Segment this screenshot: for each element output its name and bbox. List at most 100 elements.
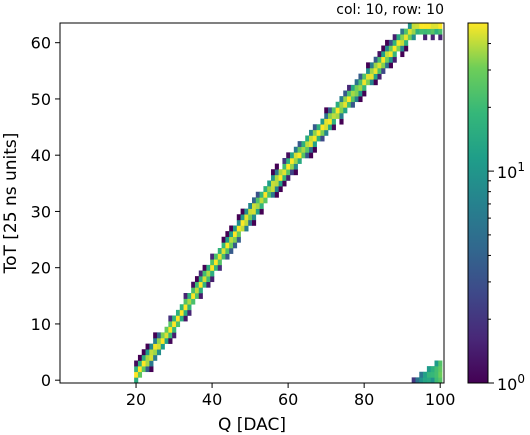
heatmap-cell [145,366,150,373]
colorbar-tick-label: 101 [497,160,525,182]
heatmap-cell [328,107,333,114]
heatmap-cell [335,113,340,119]
heatmap-cell [229,242,234,249]
heatmap-cell [423,377,428,384]
heatmap-cell [305,146,310,153]
heatmap-cell [324,124,329,131]
heatmap-cell [324,113,329,119]
heatmap-cell [168,321,173,328]
heatmap-cell [194,293,200,299]
heatmap-cell [430,23,435,29]
heatmap-cell [293,163,298,170]
heatmap-cell [419,371,424,378]
heatmap-cell [423,23,428,29]
x-axis-label: Q [DAC] [218,415,286,435]
heatmap-cell [328,124,333,131]
heatmap-cell [301,146,306,153]
heatmap-cell [339,113,344,119]
heatmap-cell [358,73,363,80]
heatmap-cell [172,332,177,339]
heatmap-cell [415,377,420,384]
heatmap-cell [312,146,317,153]
heatmap-cell [267,191,272,198]
heatmap-cell [309,141,314,148]
heatmap-cell [187,309,192,316]
heatmap-cell [191,287,196,294]
heatmap-cell [347,96,352,103]
heatmap-cell [305,141,310,148]
heatmap-cell [156,343,162,350]
heatmap-cell [255,208,260,215]
heatmap-cell [309,135,314,142]
heatmap-cell [297,158,302,164]
heatmap-cell [232,236,238,243]
heatmap-cell [286,174,291,181]
heatmap-cell [369,73,374,80]
heatmap-cell [183,304,188,311]
heatmap-cell [366,62,371,69]
heatmap-cell [358,79,363,86]
heatmap-cell [252,208,257,215]
heatmap-cell [385,56,390,63]
heatmap-cell [202,264,207,271]
heatmap-cell [210,259,215,266]
heatmap-cell [183,315,188,322]
heatmap-cell [373,79,378,86]
heatmap-cell [274,163,279,170]
heatmap-cell [221,248,226,254]
heatmap-cell [259,203,264,209]
heatmap-cell [282,174,287,181]
heatmap-cell [396,34,401,41]
heatmap-cell [145,360,150,367]
heatmap-cell [179,315,184,322]
heatmap-cell [290,152,295,159]
heatmap-cell [164,332,169,339]
heatmap-cell [217,253,222,260]
heatmap-cell [430,34,435,41]
heatmap-cell [175,309,181,316]
heatmap-cell [396,45,401,52]
heatmap-cell [377,68,382,74]
heatmap-cell [404,34,409,41]
heatmap-cell [225,231,230,238]
heatmap-cell [244,214,249,221]
heatmap-cell [358,96,363,103]
heatmap-cell [320,118,325,125]
heatmap-cell [244,208,249,215]
heatmap-cell [362,79,367,86]
heatmap-cell [324,118,329,125]
heatmap-cell [179,304,184,311]
heatmap-cell [232,242,238,249]
heatmap-cell [286,163,291,170]
heatmap-cell [274,174,279,181]
heatmap-cell [134,366,139,373]
heatmap-cell [274,186,279,193]
heatmap-cell [274,191,279,198]
heatmap-cell [187,298,192,305]
heatmap-cell [156,338,162,344]
heatmap-cell [259,208,264,215]
heatmap-cell [320,129,325,136]
heatmap-cell [373,56,378,63]
annotation-col-row: col: 10, row: 10 [336,2,444,18]
heatmap-cell [430,28,435,35]
heatmap-cell [347,90,352,97]
heatmap-cell [339,118,344,125]
heatmap-cell [172,326,177,333]
heatmap-cell [392,45,397,52]
heatmap-cell [236,225,241,232]
heatmap-cell [350,96,355,103]
heatmap-cell [248,214,253,221]
heatmap-cell [168,315,173,322]
y-tick-label: 30 [31,202,51,221]
heatmap-cell [381,56,386,63]
heatmap-cell [320,124,325,131]
heatmap-cell [137,354,143,361]
heatmap-cell [202,270,207,277]
heatmap-cell [312,124,317,131]
heatmap-cell [388,39,393,46]
heatmap-cell [400,45,405,52]
heatmap-cell [373,62,378,69]
heatmap-cell [297,152,302,159]
heatmap-cell [175,315,181,322]
